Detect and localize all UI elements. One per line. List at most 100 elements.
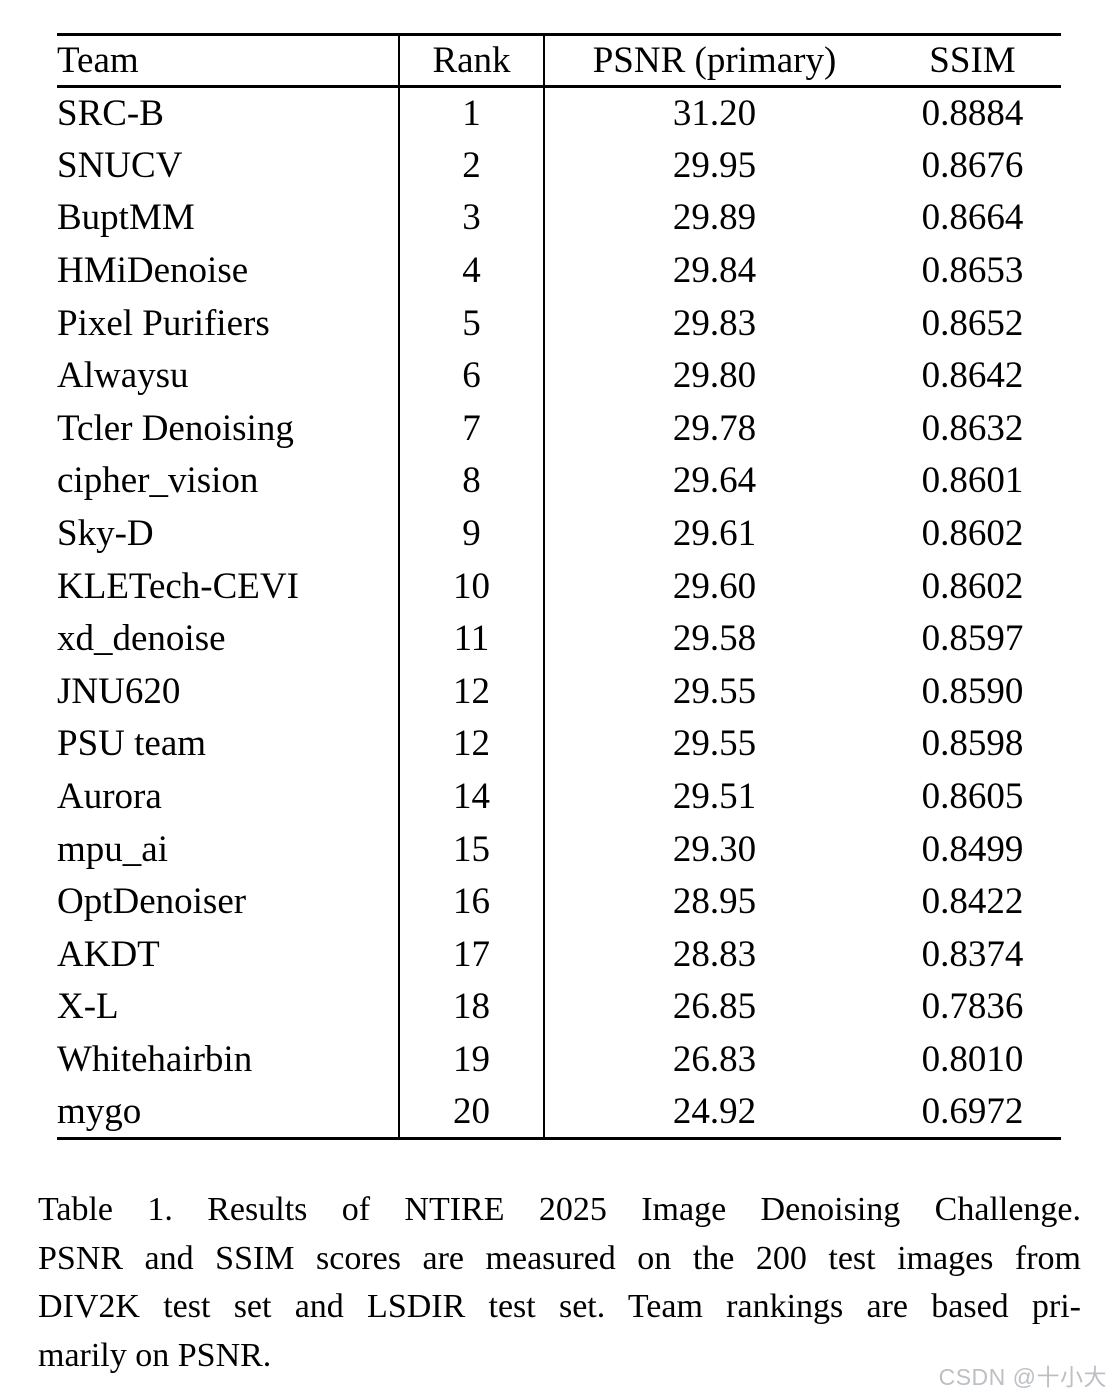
rank-cell: 6 <box>399 349 545 403</box>
team-name-cell: Alwaysu <box>57 349 400 403</box>
table-header: Team Rank PSNR (primary) SSIM <box>57 34 1061 88</box>
table-row: HMiDenoise 4 29.84 0.8653 <box>57 244 1061 297</box>
team-name-cell: AKDT <box>57 928 400 981</box>
psnr-cell: 29.30 <box>672 828 757 870</box>
rank-cell: 2 <box>399 139 545 192</box>
table-row: mpu_ai 15 29.30 0.8499 <box>57 822 1061 876</box>
ssim-cell: 0.8632 <box>921 407 1024 449</box>
ssim-cell: 0.8374 <box>921 933 1024 975</box>
table-row: KLETech-CEVI 10 29.60 0.8602 <box>57 559 1061 613</box>
rank-cell: 9 <box>399 507 545 560</box>
rank-cell: 10 <box>399 559 545 613</box>
ssim-cell: 0.8598 <box>921 723 1024 765</box>
ssim-cell: 0.8602 <box>921 565 1024 607</box>
ssim-cell: 0.8664 <box>921 197 1024 239</box>
team-name-cell: Tcler Denoising <box>57 402 400 455</box>
psnr-cell: 29.78 <box>672 407 757 449</box>
ssim-cell: 0.8422 <box>921 881 1024 923</box>
psnr-cell: 29.83 <box>672 302 757 344</box>
rank-cell: 20 <box>399 1085 545 1139</box>
table-row: Whitehairbin 19 26.83 0.8010 <box>57 1033 1061 1086</box>
table-row: AKDT 17 28.83 0.8374 <box>57 928 1061 981</box>
ssim-cell: 0.8653 <box>921 250 1024 292</box>
header-rank: Rank <box>399 34 545 88</box>
header-row: Team Rank PSNR (primary) SSIM <box>57 34 1061 88</box>
ssim-cell: 0.8597 <box>921 618 1024 660</box>
table-row: JNU620 12 29.55 0.8590 <box>57 665 1061 718</box>
team-name-cell: X-L <box>57 980 400 1034</box>
psnr-cell: 29.89 <box>672 197 757 239</box>
psnr-cell: 26.83 <box>672 1038 757 1080</box>
team-name-cell: Aurora <box>57 770 400 823</box>
ssim-cell: 0.8499 <box>921 828 1024 870</box>
ssim-cell: 0.8605 <box>921 776 1024 818</box>
table-row: BuptMM 3 29.89 0.8664 <box>57 191 1061 245</box>
rank-cell: 12 <box>399 665 545 718</box>
rank-cell: 16 <box>399 875 545 928</box>
results-table: Team Rank PSNR (primary) SSIM SRC-B 1 31.2… <box>57 33 1061 1140</box>
psnr-cell: 24.92 <box>672 1090 757 1132</box>
team-name-cell: HMiDenoise <box>57 244 400 297</box>
ssim-cell: 0.7836 <box>921 986 1024 1028</box>
ssim-cell: 0.8652 <box>921 302 1024 344</box>
team-name-cell: cipher_vision <box>57 454 400 508</box>
psnr-cell: 28.83 <box>672 933 757 975</box>
caption-line-1: Table 1. Results of NTIRE 2025 Image Den… <box>38 1191 1081 1228</box>
header-ssim: SSIM <box>884 34 1061 88</box>
psnr-cell: 29.55 <box>672 723 757 765</box>
table-body: SRC-B 1 31.20 0.8884 SNUCV 2 29.95 0.8676 BuptMM… <box>57 86 1061 1139</box>
team-name-cell: KLETech-CEVI <box>57 559 400 613</box>
rank-cell: 5 <box>399 296 545 350</box>
psnr-cell: 29.95 <box>672 144 757 186</box>
psnr-cell: 29.80 <box>672 355 757 397</box>
rank-cell: 18 <box>399 980 545 1034</box>
psnr-cell: 26.85 <box>672 986 757 1028</box>
table-row: Pixel Purifiers 5 29.83 0.8652 <box>57 296 1061 350</box>
table-row: cipher_vision 8 29.64 0.8601 <box>57 454 1061 508</box>
team-name-cell: PSU team <box>57 717 400 771</box>
ssim-cell: 0.8676 <box>921 144 1024 186</box>
psnr-cell: 31.20 <box>672 93 757 135</box>
table-row: PSU team 12 29.55 0.8598 <box>57 717 1061 771</box>
team-name-cell: JNU620 <box>57 665 400 718</box>
table-caption: Table 1. Results of NTIRE 2025 Image Den… <box>38 1186 1081 1380</box>
team-name-cell: mpu_ai <box>57 822 400 876</box>
table-row: Sky-D 9 29.61 0.8602 <box>57 507 1061 560</box>
ssim-cell: 0.6972 <box>921 1090 1024 1132</box>
rank-cell: 14 <box>399 770 545 823</box>
psnr-cell: 29.55 <box>672 670 757 712</box>
ssim-cell: 0.8884 <box>921 93 1024 135</box>
team-name-cell: OptDenoiser <box>57 875 400 928</box>
table-row: X-L 18 26.85 0.7836 <box>57 980 1061 1034</box>
caption-line-3: DIV2K test set and LSDIR test set. Team … <box>38 1288 1081 1325</box>
table-row: xd_denoise 11 29.58 0.8597 <box>57 612 1061 666</box>
table-row: Alwaysu 6 29.80 0.8642 <box>57 349 1061 403</box>
rank-cell: 8 <box>399 454 545 508</box>
psnr-cell: 29.60 <box>672 565 757 607</box>
table-row: Aurora 14 29.51 0.8605 <box>57 770 1061 823</box>
psnr-cell: 29.51 <box>672 776 757 818</box>
rank-cell: 11 <box>399 612 545 666</box>
team-name-cell: SNUCV <box>57 139 400 192</box>
table-row: mygo 20 24.92 0.6972 <box>57 1085 1061 1139</box>
watermark: CSDN @十小大 <box>938 1364 1107 1390</box>
team-name-cell: BuptMM <box>57 191 400 245</box>
rank-cell: 19 <box>399 1033 545 1086</box>
ssim-cell: 0.8010 <box>921 1038 1024 1080</box>
ssim-cell: 0.8602 <box>921 513 1024 555</box>
ssim-cell: 0.8590 <box>921 670 1024 712</box>
team-name-cell: xd_denoise <box>57 612 400 666</box>
rank-cell: 4 <box>399 244 545 297</box>
team-name-cell: Sky-D <box>57 507 400 560</box>
rank-cell: 1 <box>399 86 545 140</box>
table-row: Tcler Denoising 7 29.78 0.8632 <box>57 402 1061 455</box>
rank-cell: 7 <box>399 402 545 455</box>
caption-line-4: marily on PSNR. <box>38 1336 272 1374</box>
psnr-cell: 28.95 <box>672 881 757 923</box>
team-name-cell: Whitehairbin <box>57 1033 400 1086</box>
team-name-cell: mygo <box>57 1085 400 1139</box>
psnr-cell: 29.64 <box>672 460 757 502</box>
table-row: SRC-B 1 31.20 0.8884 <box>57 86 1061 140</box>
table-row: SNUCV 2 29.95 0.8676 <box>57 139 1061 192</box>
